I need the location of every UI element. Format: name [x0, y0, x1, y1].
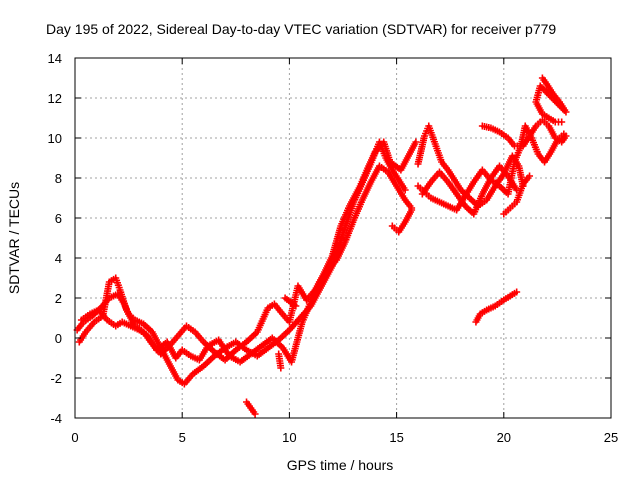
y-axis-tick-labels: -4 -2 0 2 4 6 8 10 12 14: [48, 51, 62, 426]
axis-ticks: [74, 57, 612, 419]
data-point: [292, 302, 300, 310]
series-trace-i: [472, 172, 534, 326]
chart-title: Day 195 of 2022, Sidereal Day-to-day VTE…: [46, 21, 556, 37]
series-trace-h: [532, 74, 570, 126]
data-point: [401, 186, 409, 194]
y-tick-label: 12: [48, 91, 62, 106]
data-point: [408, 206, 416, 214]
y-axis-label: SDTVAR / TECUs: [6, 182, 22, 294]
x-tick-label: 15: [389, 430, 403, 445]
y-tick-label: 8: [55, 171, 62, 186]
x-axis-tick-labels: 0 5 10 15 20 25: [71, 430, 618, 445]
y-tick-label: 14: [48, 51, 62, 66]
y-tick-label: 2: [55, 291, 62, 306]
x-tick-label: 5: [179, 430, 186, 445]
series-trace-d: [388, 122, 527, 236]
data-point: [277, 364, 285, 372]
x-axis-label: GPS time / hours: [287, 457, 394, 473]
x-tick-label: 25: [604, 430, 618, 445]
series-trace-j: [243, 294, 300, 418]
y-tick-label: 4: [55, 251, 62, 266]
y-tick-label: -2: [50, 371, 62, 386]
data-point: [412, 138, 420, 146]
series-trace-g: [478, 116, 570, 150]
data-points: [73, 74, 570, 418]
data-point: [562, 132, 570, 140]
data-point: [513, 288, 521, 296]
series-trace-f: [418, 162, 521, 218]
series-trace-a: [73, 138, 409, 388]
data-point: [558, 118, 566, 126]
x-tick-label: 20: [497, 430, 511, 445]
series-trace-e: [414, 122, 568, 214]
x-tick-label: 0: [71, 430, 78, 445]
x-tick-label: 10: [282, 430, 296, 445]
data-point: [526, 172, 534, 180]
series-trace-b: [75, 138, 420, 364]
plot-frame: [74, 57, 612, 419]
y-tick-label: 0: [55, 331, 62, 346]
series-trace-c: [77, 162, 416, 366]
y-tick-label: 10: [48, 131, 62, 146]
y-tick-label: 6: [55, 211, 62, 226]
data-point: [251, 410, 259, 418]
y-tick-label: -4: [50, 411, 62, 426]
